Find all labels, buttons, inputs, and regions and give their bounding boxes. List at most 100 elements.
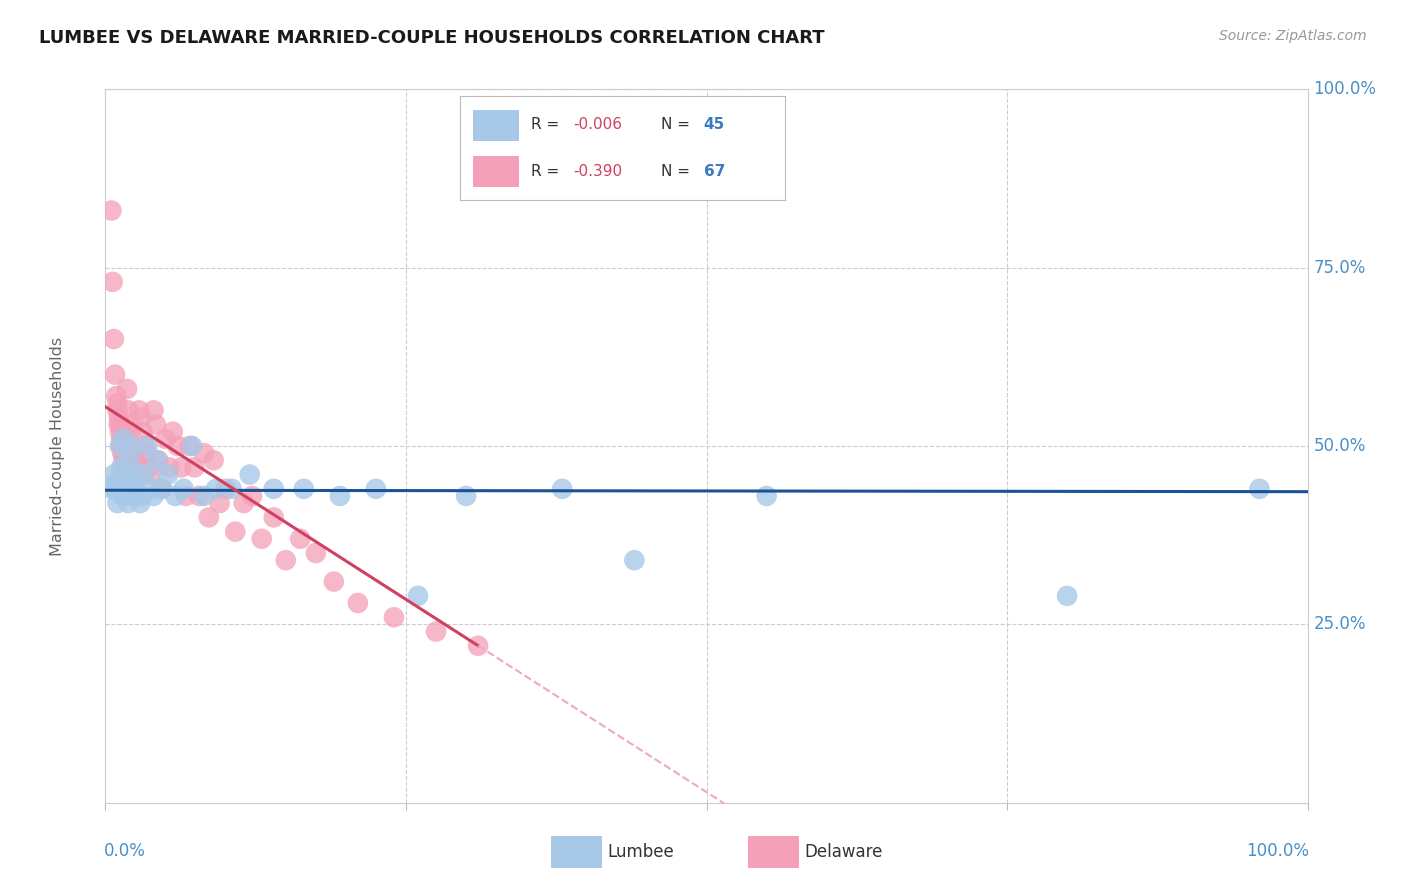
Point bbox=[105, 389, 128, 403]
Point bbox=[208, 496, 231, 510]
Point bbox=[274, 553, 297, 567]
Point bbox=[107, 496, 129, 510]
Point bbox=[551, 482, 574, 496]
Point bbox=[170, 460, 193, 475]
Point bbox=[111, 489, 134, 503]
Point bbox=[108, 439, 131, 453]
Text: 25.0%: 25.0% bbox=[1313, 615, 1367, 633]
Point bbox=[124, 482, 146, 496]
Point bbox=[110, 439, 132, 453]
Point bbox=[214, 482, 236, 496]
Point bbox=[382, 610, 405, 624]
Text: 75.0%: 75.0% bbox=[1313, 259, 1367, 277]
Point bbox=[132, 467, 155, 482]
Point bbox=[138, 460, 160, 475]
Point bbox=[132, 425, 155, 439]
Point bbox=[122, 446, 145, 460]
Point bbox=[162, 425, 184, 439]
Text: Source: ZipAtlas.com: Source: ZipAtlas.com bbox=[1219, 29, 1367, 43]
Point bbox=[232, 496, 254, 510]
Point bbox=[183, 460, 205, 475]
Point bbox=[166, 439, 188, 453]
Point bbox=[139, 482, 162, 496]
Point bbox=[150, 482, 173, 496]
Point bbox=[115, 467, 138, 482]
Point bbox=[139, 467, 162, 482]
Point bbox=[157, 460, 180, 475]
Point bbox=[305, 546, 328, 560]
Point bbox=[128, 403, 150, 417]
Text: Delaware: Delaware bbox=[804, 843, 883, 861]
Point bbox=[121, 439, 143, 453]
Point bbox=[142, 489, 165, 503]
Point bbox=[120, 482, 142, 496]
Point bbox=[263, 482, 285, 496]
Point bbox=[322, 574, 344, 589]
Point bbox=[165, 489, 187, 503]
Point bbox=[188, 489, 211, 503]
Point bbox=[142, 403, 165, 417]
Point bbox=[134, 439, 156, 453]
Point bbox=[131, 489, 153, 503]
Point bbox=[108, 417, 131, 432]
Point bbox=[105, 475, 128, 489]
Point bbox=[127, 467, 149, 482]
Point bbox=[112, 432, 135, 446]
Point bbox=[118, 453, 141, 467]
Point bbox=[121, 439, 143, 453]
Text: Lumbee: Lumbee bbox=[607, 843, 673, 861]
Point bbox=[202, 453, 225, 467]
Point bbox=[114, 453, 136, 467]
Point bbox=[107, 396, 129, 410]
Text: 50.0%: 50.0% bbox=[1313, 437, 1367, 455]
Point bbox=[425, 624, 447, 639]
Point bbox=[100, 203, 122, 218]
Point bbox=[103, 332, 125, 346]
Point bbox=[250, 532, 273, 546]
Point bbox=[347, 596, 370, 610]
Point bbox=[179, 439, 201, 453]
Point bbox=[107, 410, 129, 425]
Point bbox=[290, 532, 312, 546]
Point bbox=[193, 489, 215, 503]
Point bbox=[467, 639, 489, 653]
Point bbox=[129, 496, 152, 510]
Point bbox=[292, 482, 315, 496]
Text: LUMBEE VS DELAWARE MARRIED-COUPLE HOUSEHOLDS CORRELATION CHART: LUMBEE VS DELAWARE MARRIED-COUPLE HOUSEH… bbox=[39, 29, 825, 46]
Point bbox=[755, 489, 778, 503]
Point bbox=[124, 446, 146, 460]
Point bbox=[110, 432, 132, 446]
Point bbox=[131, 410, 153, 425]
Point bbox=[115, 382, 138, 396]
Point bbox=[181, 439, 204, 453]
Point bbox=[406, 589, 429, 603]
Point bbox=[156, 467, 179, 482]
Point bbox=[112, 453, 135, 467]
Point bbox=[364, 482, 387, 496]
Point bbox=[104, 482, 127, 496]
Point bbox=[117, 403, 139, 417]
Point bbox=[100, 482, 122, 496]
Point bbox=[150, 482, 173, 496]
Point bbox=[145, 417, 167, 432]
Point bbox=[115, 460, 138, 475]
Point bbox=[173, 482, 195, 496]
Point bbox=[107, 403, 129, 417]
Point bbox=[127, 467, 149, 482]
Point bbox=[125, 460, 148, 475]
Point bbox=[174, 489, 197, 503]
Point bbox=[111, 439, 134, 453]
Point bbox=[146, 453, 169, 467]
Point bbox=[263, 510, 285, 524]
Point bbox=[117, 496, 139, 510]
Point bbox=[148, 453, 170, 467]
Point bbox=[118, 417, 141, 432]
Point bbox=[205, 482, 228, 496]
Point bbox=[104, 368, 127, 382]
Point bbox=[111, 446, 134, 460]
Point bbox=[112, 446, 135, 460]
Point bbox=[221, 482, 243, 496]
Point bbox=[122, 489, 145, 503]
Point bbox=[198, 510, 221, 524]
Text: Married-couple Households: Married-couple Households bbox=[49, 336, 65, 556]
